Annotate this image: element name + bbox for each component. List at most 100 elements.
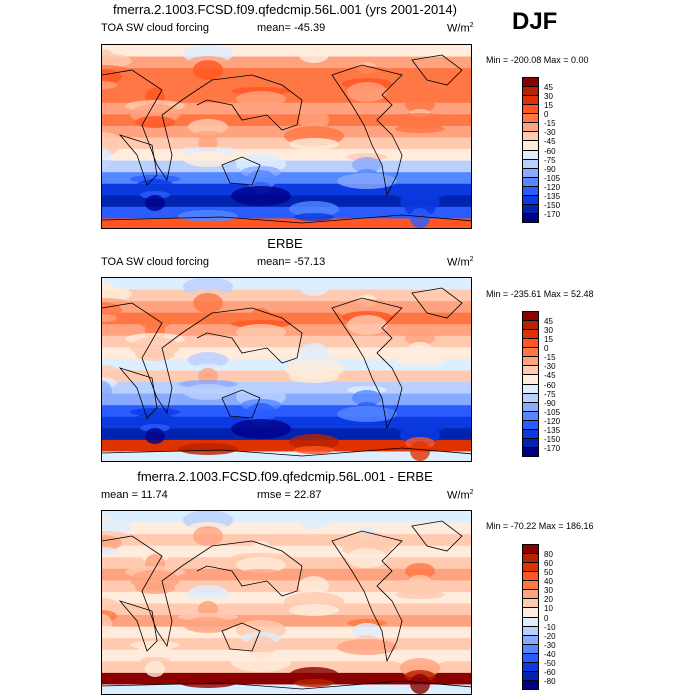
map-patch bbox=[241, 336, 281, 344]
map-patch bbox=[289, 434, 339, 450]
map-band bbox=[102, 218, 471, 228]
map-patch bbox=[347, 82, 387, 102]
map-patch bbox=[289, 667, 339, 683]
figure-title: fmerra.2.1003.FCSD.f09.qfedcmip.56L.001 … bbox=[113, 2, 457, 17]
colorbar-tick-label: 80 bbox=[544, 550, 553, 560]
map-panel bbox=[101, 277, 472, 462]
units-sup: 2 bbox=[469, 22, 474, 29]
colorbar-tick-label: -50 bbox=[544, 658, 556, 668]
colorbar-tick-label: 0 bbox=[544, 110, 549, 120]
colorbar-tick-label: -105 bbox=[544, 173, 561, 183]
map-band bbox=[102, 626, 471, 640]
coastlines bbox=[102, 287, 471, 457]
map-patch bbox=[198, 135, 218, 151]
map-patch bbox=[236, 91, 286, 107]
colorbar bbox=[522, 311, 539, 457]
colorbar-tick-label: -135 bbox=[544, 425, 561, 435]
map-band bbox=[102, 522, 471, 536]
units-label: W/m2 bbox=[447, 256, 474, 269]
map-band bbox=[102, 68, 471, 81]
map-patch bbox=[193, 526, 223, 546]
colorbar-tick-label: -45 bbox=[544, 137, 556, 147]
map-patch bbox=[395, 358, 445, 366]
map-band bbox=[102, 684, 471, 694]
map-patch bbox=[289, 604, 339, 616]
map-band bbox=[102, 615, 471, 628]
map-patch bbox=[102, 547, 117, 555]
colorbar-tick-label: -30 bbox=[544, 128, 556, 138]
map-band bbox=[102, 568, 471, 582]
map-patch bbox=[337, 173, 397, 189]
colorbar-tick-label: -150 bbox=[544, 434, 561, 444]
map-patch bbox=[352, 157, 382, 173]
colorbar-tick-label: 0 bbox=[544, 613, 549, 623]
map-patch bbox=[236, 557, 286, 573]
map-patch bbox=[178, 443, 238, 455]
map-patch bbox=[188, 585, 228, 601]
map-patch bbox=[390, 346, 450, 362]
colorbar-tick-label: -120 bbox=[544, 182, 561, 192]
map-patch bbox=[251, 308, 271, 324]
map-patch bbox=[405, 563, 435, 579]
map-patch bbox=[102, 302, 122, 318]
min-max-label: Min = -70.22 Max = 186.16 bbox=[486, 521, 594, 531]
season-label: DJF bbox=[512, 8, 558, 35]
panel-left-label: mean = 11.74 bbox=[101, 489, 168, 501]
map-patch bbox=[188, 119, 228, 135]
colorbar-tick-label: -90 bbox=[544, 164, 556, 174]
map-patch bbox=[102, 69, 122, 85]
map-band bbox=[102, 56, 471, 70]
map-patch bbox=[395, 591, 445, 599]
map-patch bbox=[193, 293, 223, 313]
map-patch bbox=[299, 47, 329, 63]
min-max-label: Min = -235.61 Max = 52.48 bbox=[486, 289, 594, 299]
colorbar-tick-label: -30 bbox=[544, 362, 556, 372]
map-patch bbox=[188, 352, 228, 368]
map-band bbox=[102, 382, 471, 395]
colorbar-tick-label: 40 bbox=[544, 577, 553, 587]
panel-center-label: mean= -57.13 bbox=[257, 256, 326, 268]
colorbar-tick-label: 20 bbox=[544, 595, 553, 605]
map-patch bbox=[299, 513, 329, 529]
map-patch bbox=[198, 368, 218, 384]
colorbar-tick-label: -120 bbox=[544, 416, 561, 426]
map-band bbox=[102, 511, 471, 524]
colorbar-tick-label: 30 bbox=[544, 586, 553, 596]
units-label: W/m2 bbox=[447, 22, 474, 35]
map-band bbox=[102, 289, 471, 303]
map-patch bbox=[183, 384, 233, 400]
colorbar-tick-label: 15 bbox=[544, 101, 553, 111]
map-patch bbox=[135, 179, 175, 195]
map-patch bbox=[405, 330, 435, 346]
map-patch bbox=[405, 97, 435, 113]
map-patch bbox=[231, 419, 291, 439]
map-patch bbox=[236, 324, 286, 340]
map-patch bbox=[289, 201, 339, 217]
map-patch bbox=[145, 428, 165, 444]
colorbar-tick-label: -80 bbox=[544, 676, 556, 686]
map-band bbox=[102, 102, 471, 116]
coastlines bbox=[102, 520, 471, 690]
colorbar-tick-label: -75 bbox=[544, 389, 556, 399]
map-band bbox=[102, 393, 471, 407]
panel-title: ERBE bbox=[267, 236, 303, 251]
min-max-label: Min = -200.08 Max = 0.00 bbox=[486, 55, 589, 65]
units-sup: 2 bbox=[469, 256, 474, 263]
map-patch bbox=[102, 626, 132, 638]
map-patch bbox=[347, 548, 387, 568]
map-patch bbox=[294, 446, 334, 454]
colorbar-swatch bbox=[522, 446, 539, 457]
colorbar-tick-label: -10 bbox=[544, 622, 556, 632]
colorbar-tick-label: -30 bbox=[544, 640, 556, 650]
map-band bbox=[102, 301, 471, 314]
map-patch bbox=[395, 125, 445, 133]
map-panel bbox=[101, 44, 472, 229]
colorbar-tick-label: -75 bbox=[544, 155, 556, 165]
map-patch bbox=[102, 314, 117, 322]
map-patch bbox=[337, 639, 397, 655]
map-patch bbox=[390, 579, 450, 595]
map-patch bbox=[299, 280, 329, 296]
map-patch bbox=[198, 601, 218, 617]
colorbar-tick-label: -60 bbox=[544, 667, 556, 677]
